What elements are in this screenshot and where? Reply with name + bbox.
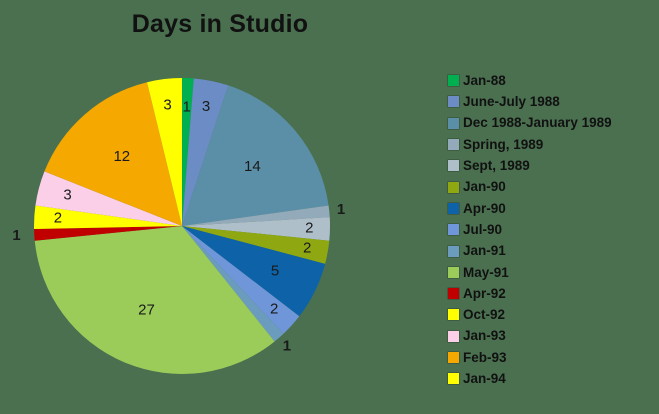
pie-slice[interactable]: [182, 217, 331, 241]
pie-slice[interactable]: [182, 226, 300, 334]
legend-item[interactable]: Jan-93: [448, 326, 658, 347]
legend-item-label: Spring, 1989: [463, 136, 544, 152]
pie-slice-value-label: 14: [244, 158, 261, 175]
legend-swatch-icon: [448, 330, 459, 342]
legend-swatch-icon: [448, 288, 459, 300]
legend-swatch-icon: [448, 117, 459, 129]
legend-swatch-icon: [448, 266, 459, 278]
pie-slice[interactable]: [147, 78, 182, 226]
legend-swatch-icon: [448, 181, 459, 193]
legend-item[interactable]: Apr-92: [448, 283, 658, 304]
legend-item[interactable]: June-July 1988: [448, 91, 658, 112]
legend-item[interactable]: Jan-91: [448, 240, 658, 261]
pie-slice-value-label: 3: [202, 98, 210, 115]
pie-slice-value-label: 2: [270, 300, 278, 317]
legend-item-label: Jan-91: [463, 243, 506, 259]
pie-slice-value-label: 2: [305, 219, 313, 236]
pie-slice-value-label: 27: [138, 302, 155, 319]
legend-item-label: Apr-90: [463, 200, 506, 216]
pie-slice-value-label: 3: [163, 96, 171, 113]
pie-slice-value-label: 2: [303, 240, 311, 257]
legend-item-label: Jan-88: [463, 72, 506, 88]
chart-title: Days in Studio: [131, 10, 309, 38]
legend-swatch-icon: [448, 96, 459, 108]
legend-swatch-icon: [448, 224, 459, 236]
pie-slice-value-label: 1: [183, 99, 191, 116]
pie-slice[interactable]: [182, 78, 194, 226]
pie-slice[interactable]: [182, 226, 330, 264]
legend-swatch-icon: [448, 139, 459, 151]
legend-swatch-icon: [448, 160, 459, 172]
pie-slice-value-label: 3: [63, 187, 71, 204]
legend-item[interactable]: Jul-90: [448, 219, 658, 240]
legend-item-label: May-91: [463, 264, 509, 280]
legend-item[interactable]: Oct-92: [448, 304, 658, 325]
pie-slice[interactable]: [34, 205, 183, 229]
pie-slice-value-label: 5: [271, 263, 279, 280]
legend-swatch-icon: [448, 202, 459, 214]
legend-item-label: Jan-94: [463, 371, 506, 387]
legend-item-label: Dec 1988-January 1989: [463, 115, 612, 131]
legend-item-label: Jan-90: [463, 179, 506, 195]
legend-item[interactable]: Jan-88: [448, 70, 658, 91]
legend-item[interactable]: Jan-94: [448, 368, 658, 389]
pie-slice[interactable]: [182, 85, 329, 227]
legend-item-label: Jan-93: [463, 328, 506, 344]
pie-slice[interactable]: [34, 226, 182, 241]
legend-swatch-icon: [448, 245, 459, 257]
pie-slice-value-label: 1: [283, 338, 291, 355]
legend-swatch-icon: [448, 309, 459, 321]
pie-slice-value-label: 1: [12, 227, 20, 244]
pie-plot-area: 1 3 14 1 2 2 5 2 1 27 1 2 3 12 3: [0, 48, 440, 408]
legend-item-label: Apr-92: [463, 285, 506, 301]
pie-slice-value-label: 12: [113, 148, 130, 165]
legend-item-label: June-July 1988: [463, 94, 560, 110]
legend-item[interactable]: Jan-90: [448, 176, 658, 197]
pie-slices-group: [34, 78, 331, 374]
legend-item-label: Jul-90: [463, 221, 503, 237]
legend-swatch-icon: [448, 352, 459, 363]
pie-slice[interactable]: [182, 205, 330, 226]
legend-item-label: Sept, 1989: [463, 158, 530, 174]
legend-swatch-icon: [448, 75, 459, 87]
legend-swatch-icon: [448, 373, 459, 385]
legend-item[interactable]: Spring, 1989: [448, 134, 658, 155]
pie-slice[interactable]: [44, 82, 182, 226]
pie-slice-value-label: 1: [337, 201, 345, 218]
legend-item[interactable]: May-91: [448, 262, 658, 283]
pie-slice-value-label: 2: [54, 210, 62, 227]
pie-slice[interactable]: [182, 226, 326, 317]
chart-legend: Jan-88 June-July 1988 Dec 1988-January 198…: [448, 70, 658, 389]
pie-slice[interactable]: [34, 226, 275, 374]
legend-item[interactable]: Dec 1988-January 1989: [448, 113, 658, 134]
legend-item[interactable]: Feb-93: [448, 347, 658, 368]
pie-slice[interactable]: [182, 226, 284, 342]
pie-slice[interactable]: [182, 78, 229, 226]
legend-item-label: Oct-92: [463, 307, 506, 323]
pie-slice[interactable]: [35, 171, 183, 226]
legend-item[interactable]: Sept, 1989: [448, 155, 658, 176]
legend-item-label: Feb-93: [463, 349, 507, 365]
legend-item[interactable]: Apr-90: [448, 198, 658, 219]
